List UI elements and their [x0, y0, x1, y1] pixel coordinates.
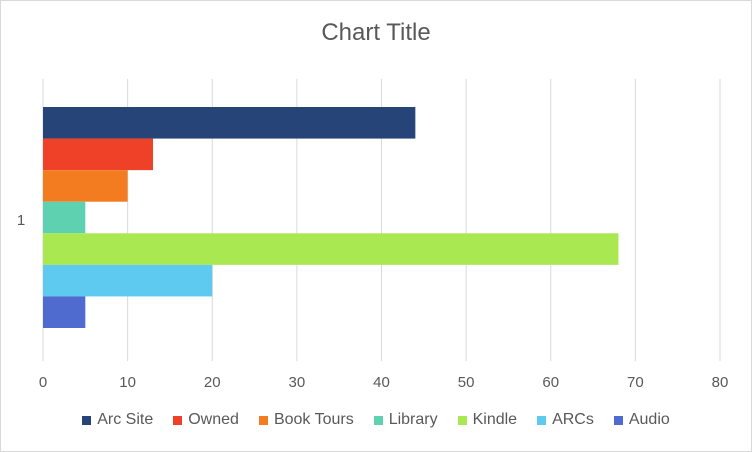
legend-item-arcs: ARCs — [537, 411, 594, 429]
legend-item-audio: Audio — [613, 411, 670, 429]
legend-label: Owned — [188, 411, 239, 428]
legend-swatch — [613, 415, 623, 425]
bar-kindle — [43, 233, 619, 265]
plot-area: 0 10 20 30 40 50 60 70 80 1 — [17, 79, 729, 391]
bar-library — [43, 201, 86, 234]
legend-swatch — [173, 415, 183, 425]
legend-swatch — [457, 415, 467, 425]
x-tick-label-60: 60 — [542, 374, 559, 391]
legend-swatch — [258, 415, 268, 425]
x-tick-label-20: 20 — [204, 374, 221, 391]
bar-arc-site — [43, 107, 416, 139]
legend-swatch — [82, 415, 92, 425]
legend-label: Library — [388, 411, 438, 428]
legend-label: Kindle — [472, 411, 518, 428]
legend: Arc Site Owned Book Tours Library Kindle ARCs… — [1, 411, 751, 429]
x-tick-label-70: 70 — [627, 374, 644, 391]
legend-item-library: Library — [373, 411, 438, 429]
legend-label: Audio — [628, 411, 670, 428]
legend-item-arc-site: Arc Site — [82, 411, 153, 429]
legend-item-kindle: Kindle — [457, 411, 518, 429]
x-tick-label-30: 30 — [289, 374, 306, 391]
legend-swatch — [373, 415, 383, 425]
x-tick-label-0: 0 — [39, 374, 47, 391]
bar-owned — [43, 138, 154, 171]
x-tick-label-80: 80 — [712, 374, 729, 391]
legend-label: Book Tours — [273, 411, 354, 428]
x-tick-label-10: 10 — [119, 374, 136, 391]
x-tick-label-40: 40 — [373, 374, 390, 391]
chart-title: Chart Title — [321, 19, 431, 46]
bar-book-tours — [43, 170, 128, 202]
bar-arcs — [43, 264, 213, 297]
legend-swatch — [537, 415, 547, 425]
y-category-label: 1 — [17, 212, 25, 229]
x-tick-label-50: 50 — [458, 374, 475, 391]
legend-item-owned: Owned — [173, 411, 239, 429]
legend-label: Arc Site — [97, 411, 154, 428]
legend-label: ARCs — [552, 411, 594, 428]
bar-audio — [43, 296, 86, 328]
legend-item-book-tours: Book Tours — [258, 411, 354, 429]
